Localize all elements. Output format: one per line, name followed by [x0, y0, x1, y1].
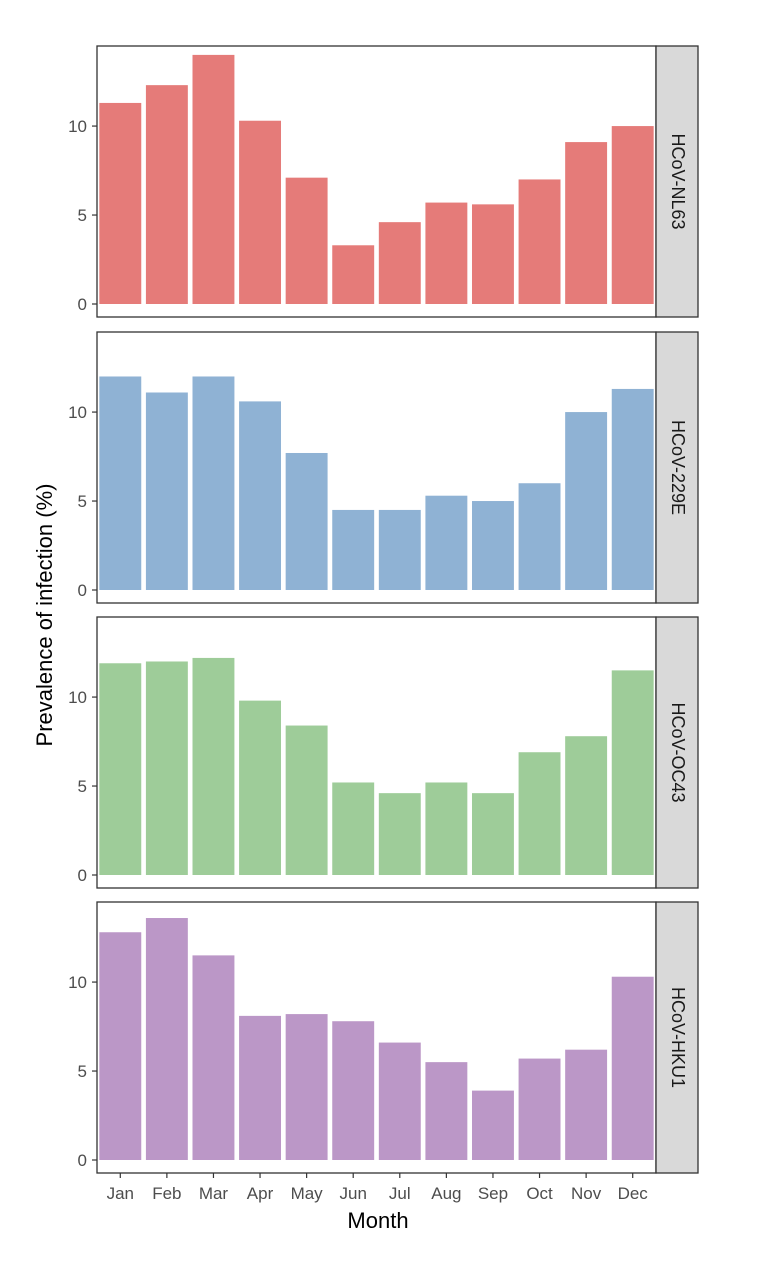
- bar: [192, 955, 235, 1160]
- bar: [145, 392, 188, 590]
- bar: [425, 495, 468, 590]
- bar: [145, 918, 188, 1160]
- bar: [611, 126, 654, 304]
- x-tick-label: Aug: [431, 1184, 461, 1203]
- facet-strip: [655, 331, 699, 604]
- panel-frame: [96, 331, 657, 604]
- bar: [99, 663, 142, 875]
- bar: [285, 452, 328, 590]
- bar: [565, 412, 608, 590]
- y-tick-label: 0: [78, 581, 87, 600]
- y-tick-label: 0: [78, 866, 87, 885]
- x-tick-label: Jul: [389, 1184, 411, 1203]
- y-tick-label: 5: [78, 777, 87, 796]
- bar: [332, 245, 375, 304]
- x-tick-label: Oct: [526, 1184, 553, 1203]
- bar: [239, 120, 282, 304]
- x-tick-label: Apr: [247, 1184, 274, 1203]
- x-axis-title: Month: [347, 1208, 408, 1233]
- facet-panel: 0 5 10 HCoV-HKU1: [68, 901, 699, 1174]
- bar: [145, 85, 188, 304]
- facet-strip-label: HCoV-HKU1: [668, 987, 688, 1088]
- x-tick-label: Mar: [199, 1184, 229, 1203]
- panel-frame: [96, 901, 657, 1174]
- facet-panel: 0 5 10 HCoV-OC43: [68, 616, 699, 889]
- bar: [239, 1015, 282, 1160]
- bar: [518, 483, 561, 590]
- bar: [378, 1042, 421, 1160]
- bar: [378, 793, 421, 875]
- bar: [471, 501, 514, 590]
- bar: [192, 54, 235, 305]
- bar: [518, 1058, 561, 1160]
- x-tick-label: Feb: [152, 1184, 181, 1203]
- y-tick-label: 0: [78, 1151, 87, 1170]
- bar: [471, 204, 514, 304]
- bar: [332, 1021, 375, 1160]
- bar: [239, 401, 282, 590]
- facet-strip: [655, 45, 699, 318]
- facet-strip-label: HCoV-NL63: [668, 133, 688, 229]
- bar: [332, 782, 375, 875]
- bar: [565, 736, 608, 875]
- facet-panel: 0 5 10 HCoV-NL63: [68, 45, 699, 318]
- bar: [99, 376, 142, 590]
- x-tick-label: Jan: [107, 1184, 134, 1203]
- facet-strip: [655, 616, 699, 889]
- x-tick-label: Sep: [478, 1184, 508, 1203]
- panel-frame: [96, 45, 657, 318]
- y-tick-label: 10: [68, 688, 87, 707]
- bar: [611, 670, 654, 875]
- bar: [192, 657, 235, 875]
- bar: [378, 509, 421, 590]
- bar: [285, 725, 328, 875]
- y-tick-label: 10: [68, 973, 87, 992]
- bar: [518, 752, 561, 875]
- facet-panels: 0510HCoV-NL630510HCoV-229E0510HCoV-OC430…: [68, 45, 699, 1174]
- y-tick-label: 10: [68, 117, 87, 136]
- bar: [332, 509, 375, 590]
- x-tick-label: Jun: [339, 1184, 366, 1203]
- facet-strip: [655, 901, 699, 1174]
- bar: [425, 202, 468, 304]
- bar: [285, 1014, 328, 1160]
- bar: [192, 376, 235, 590]
- bar: [145, 661, 188, 875]
- x-tick-label: May: [291, 1184, 324, 1203]
- y-tick-label: 0: [78, 295, 87, 314]
- facet-panel: 0 5 10 HCoV-229E: [68, 331, 699, 604]
- bar: [378, 222, 421, 304]
- y-tick-label: 5: [78, 1062, 87, 1081]
- x-tick-label: Nov: [571, 1184, 602, 1203]
- bar: [99, 102, 142, 304]
- y-tick-label: 5: [78, 206, 87, 225]
- bar: [239, 700, 282, 875]
- bar: [518, 179, 561, 304]
- x-axis: Jan Feb Mar Apr May Jun Jul Aug Sep Oct Nov Dec: [107, 1173, 649, 1203]
- panel-frame: [96, 616, 657, 889]
- y-tick-label: 10: [68, 403, 87, 422]
- bar: [285, 177, 328, 304]
- facet-strip-label: HCoV-OC43: [668, 702, 688, 802]
- x-tick-label: Dec: [618, 1184, 649, 1203]
- y-axis-title: Prevalence of infection (%): [32, 484, 57, 747]
- facet-strip-label: HCoV-229E: [668, 420, 688, 515]
- bar: [611, 388, 654, 590]
- bar: [565, 142, 608, 304]
- bar: [611, 976, 654, 1160]
- bar: [425, 782, 468, 875]
- bar: [425, 1062, 468, 1160]
- bar: [99, 932, 142, 1160]
- y-tick-label: 5: [78, 492, 87, 511]
- bar: [471, 1090, 514, 1160]
- bar: [565, 1049, 608, 1160]
- bar: [471, 793, 514, 875]
